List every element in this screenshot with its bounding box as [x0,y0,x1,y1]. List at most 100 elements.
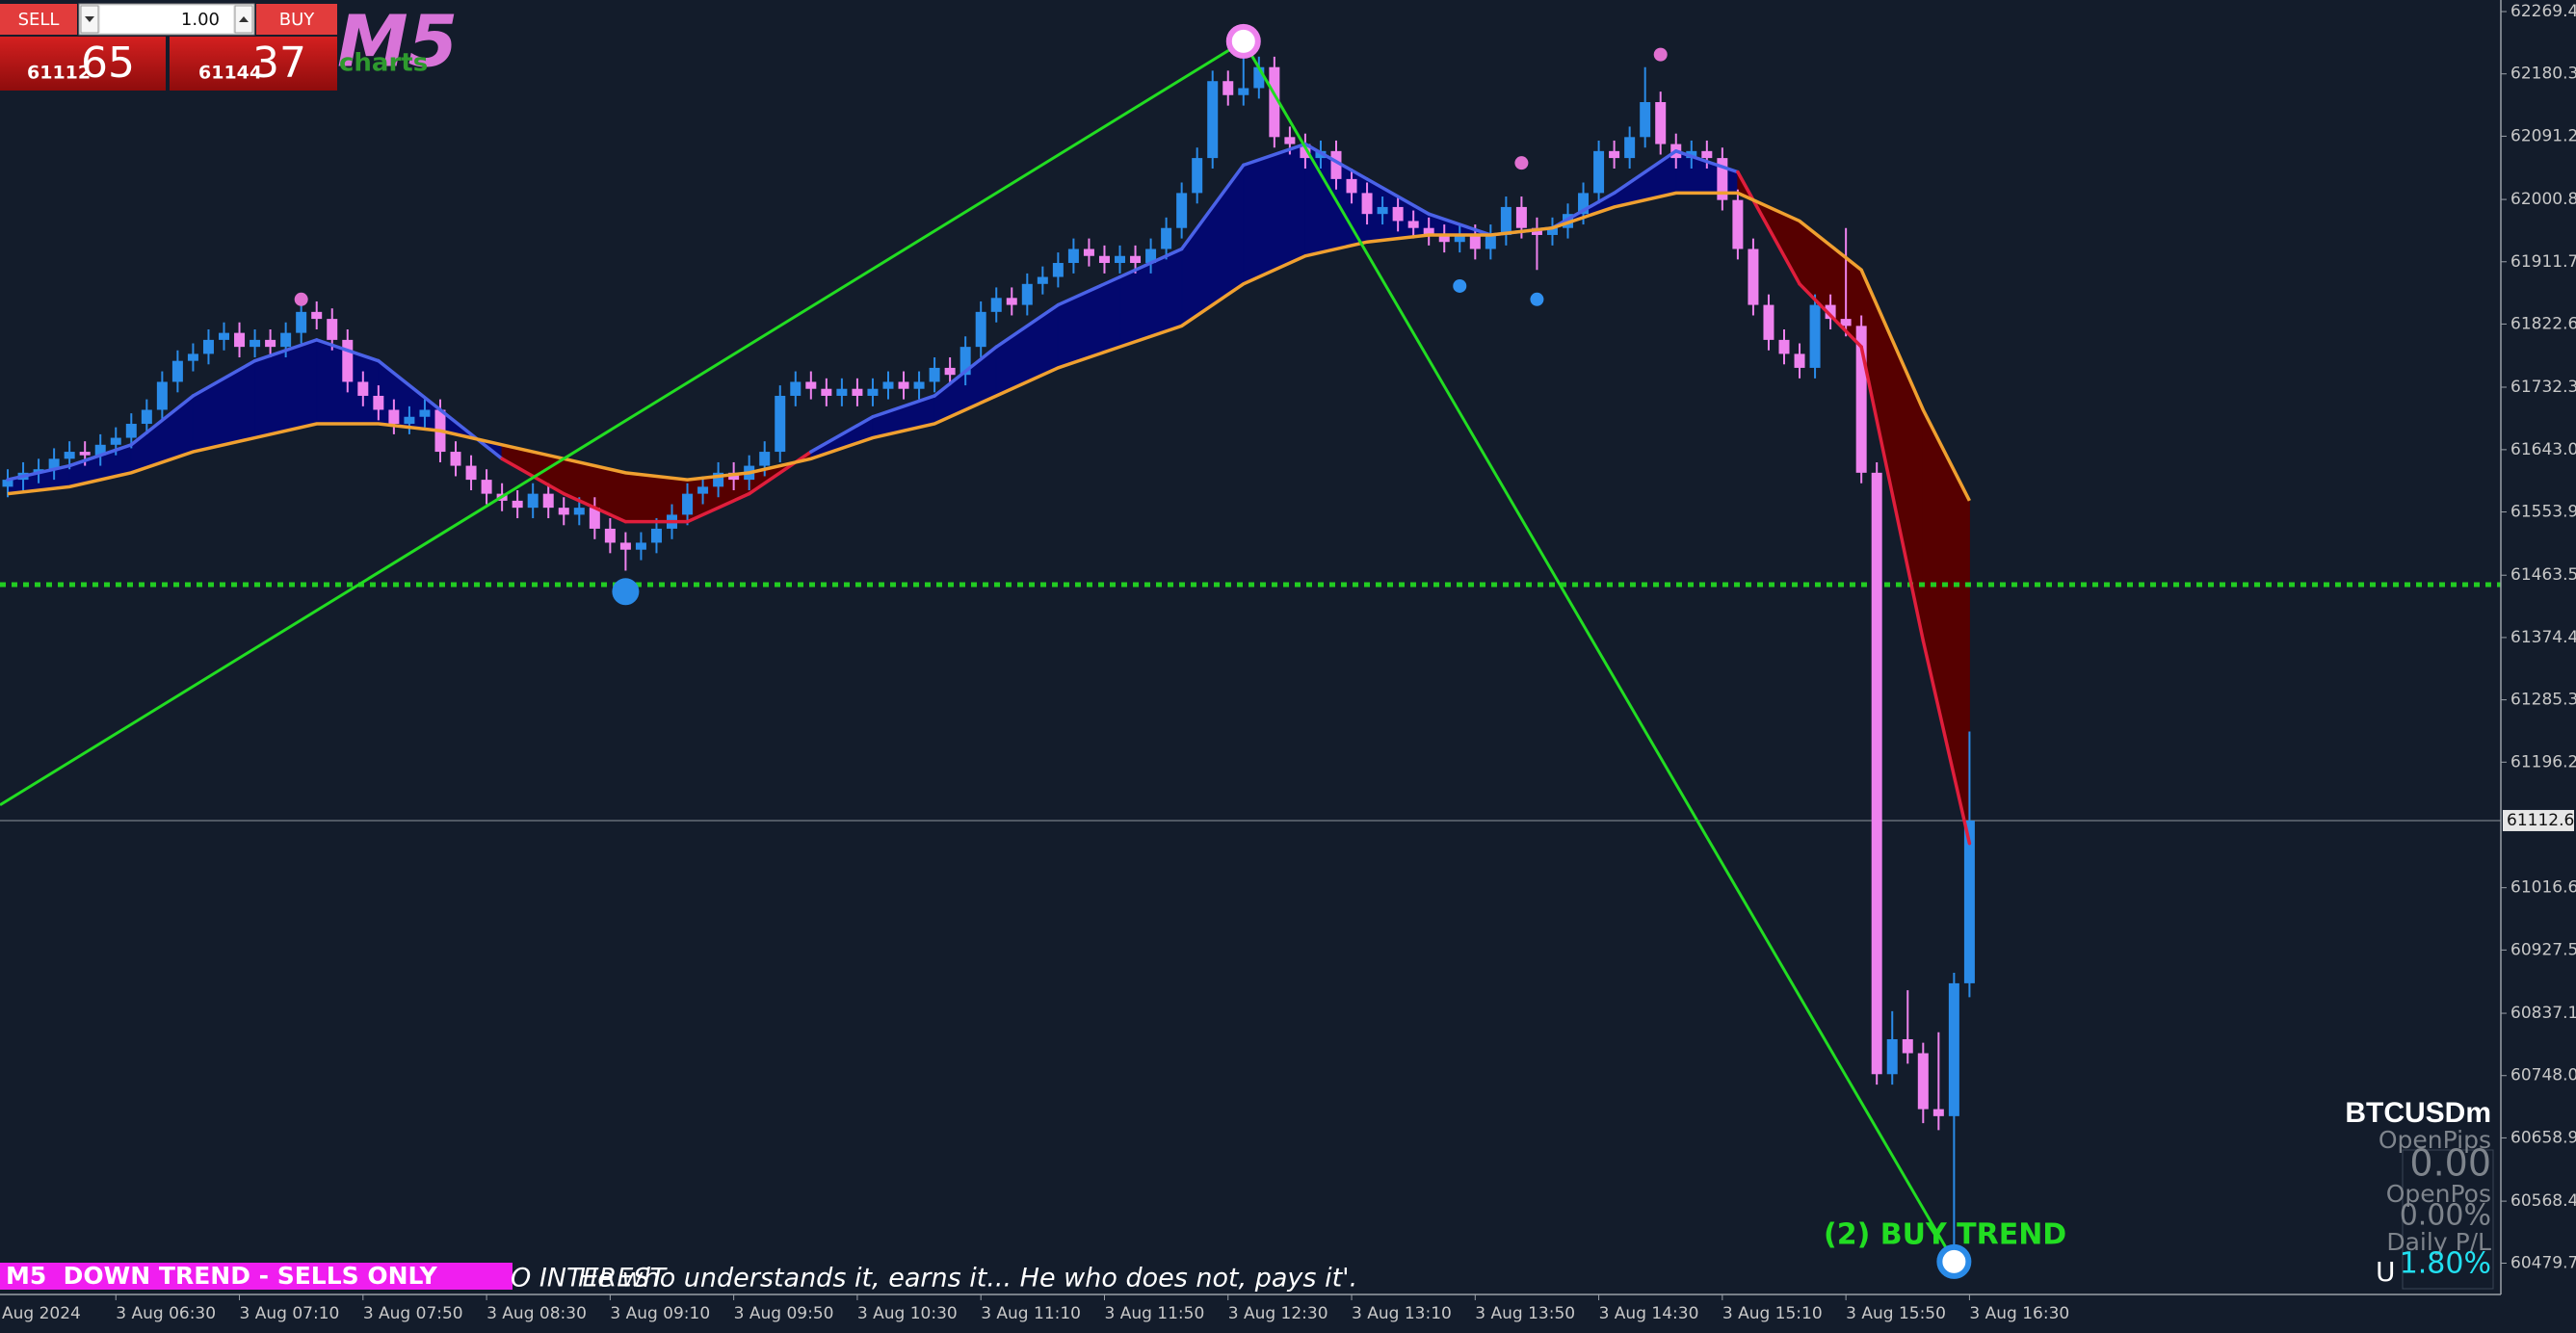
fast-ma [809,415,875,454]
fractal [1653,47,1668,62]
candle-body [975,311,986,348]
candle-body [573,508,585,515]
candle-body [512,500,523,509]
y-tick-label: 62269.45 [2510,2,2576,21]
fast-ma [1056,274,1122,307]
fast-ma [1117,247,1184,279]
fast-ma [67,443,134,468]
info-panel: BTCUSDm OpenPips 0.00 OpenPos 0.00% Dail… [2345,1097,2494,1290]
candle-body [1717,158,1728,200]
candle-body [1222,81,1234,95]
candle-body [604,528,616,543]
sell-button[interactable] [0,4,77,35]
ask-box[interactable] [170,37,337,91]
fast-ma [438,407,504,461]
candle-body [419,409,431,417]
fast-ma [747,450,813,496]
candle-body [1037,276,1048,284]
x-tick-label: 3 Aug 12:30 [1228,1304,1328,1323]
candle-body [342,339,354,382]
banner-box [0,1263,513,1290]
volume-value[interactable]: 1.00 [181,10,220,30]
candle-body [48,458,60,470]
unit-label: U [2376,1256,2396,1288]
y-tick-label: 61911.70 [2510,252,2576,272]
candle-body [1145,248,1157,264]
volume-field[interactable] [100,6,233,33]
quote-text: He who understands it, earns it... He wh… [578,1264,1357,1294]
fast-ma [191,358,257,398]
candle-body [1732,199,1744,249]
candle-body [1748,248,1759,305]
open-pips: 0.00 [2409,1142,2491,1185]
candle-body [759,452,771,466]
candle-body [79,452,91,456]
candle-body [775,395,786,453]
x-tick-label: 3 Aug 08:30 [486,1304,587,1323]
fast-ma [871,394,936,419]
candle-body [1006,298,1017,305]
info-frame [2402,1149,2494,1290]
fast-ma [1242,142,1307,168]
ticker-text: O INTEREST [511,1264,669,1294]
candle-body [1392,206,1404,222]
candle-body [650,528,662,543]
x-tick-label: 3 Aug 11:10 [981,1304,1081,1323]
candle-body [1192,158,1203,194]
fractal [1514,156,1529,170]
candle-body [1207,81,1219,159]
x-tick-label: 3 Aug 07:10 [240,1304,340,1323]
candle-body [682,493,694,515]
candle-body [1546,227,1558,235]
fast-ma [314,338,381,363]
y-tick-label: 60479.75 [2510,1254,2576,1273]
candle-body [1083,248,1094,256]
x-tick-label: 3 Aug 13:50 [1475,1304,1575,1323]
candle-body [527,493,539,509]
candle-body [1176,193,1188,228]
candle-body [1407,221,1419,228]
candle-body [280,332,292,348]
ask-main[interactable]: 61144 [198,63,262,84]
bid-box[interactable] [0,37,166,91]
y-tick-label: 61732.35 [2510,378,2576,397]
candle-body [697,486,709,494]
candle-body [327,319,338,340]
candle-body [388,409,400,425]
zigzag-point [1225,23,1261,59]
candle-body [635,542,646,550]
candle-body [882,381,894,389]
candle-body [790,381,802,396]
y-tick-label: 60658.90 [2510,1128,2576,1147]
ask-pips[interactable]: 37 [252,39,306,88]
bid-pips[interactable]: 65 [81,39,135,88]
candle-body [619,542,631,550]
bid-label: 61112.65 [2507,811,2576,830]
candle-body [64,452,75,459]
plot-area [0,23,2501,1279]
bid-main[interactable]: 61112 [27,63,91,84]
fractal [1530,292,1544,306]
fast-ma [1612,149,1678,196]
sell-label[interactable]: SELL [18,10,60,30]
candle-body [481,480,492,494]
candle-body [944,367,956,376]
candle-body [465,465,477,481]
candle-body [202,339,214,354]
x-tick-label: 3 Aug 15:50 [1846,1304,1946,1323]
y-tick-label: 60927.55 [2510,940,2576,959]
candle-body [1855,326,1867,473]
candle-body [373,395,384,410]
x-tick-label: 3 Aug 11:50 [1104,1304,1204,1323]
open-pips-label: OpenPips [2379,1126,2491,1154]
y-tick-label: 62000.80 [2510,190,2576,209]
buy-label[interactable]: BUY [279,10,316,30]
candle-body [542,493,554,509]
candle-body [1778,339,1790,354]
candle-body [1130,255,1142,264]
candle-body [1531,227,1542,235]
candle-body [1609,150,1620,159]
buy-button[interactable] [256,4,337,35]
candle-body [852,388,863,396]
